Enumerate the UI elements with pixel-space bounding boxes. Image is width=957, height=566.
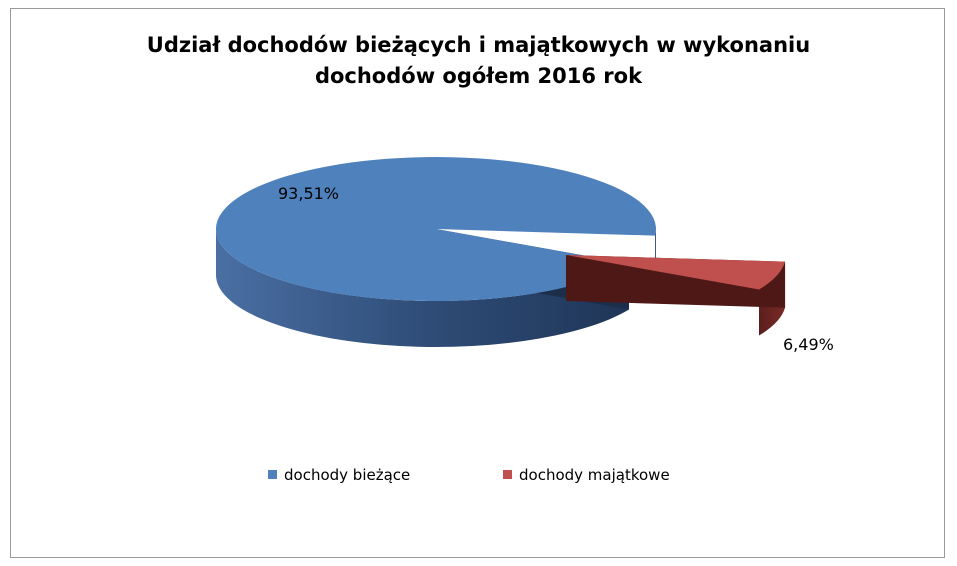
legend-label: dochody bieżące (284, 466, 410, 484)
chart-title-line-2: dochodów ogółem 2016 rok (314, 64, 643, 88)
legend-label: dochody majątkowe (519, 466, 670, 484)
legend-swatch (268, 470, 277, 479)
slice-top-face (566, 255, 786, 290)
data-label: 6,49% (783, 335, 834, 354)
slice-top-face (216, 156, 657, 301)
legend-item: dochody majątkowe (503, 466, 670, 484)
legend: dochody bieżące dochody majątkowe (268, 466, 670, 484)
pie-slice-dochody-majatkowe (566, 255, 786, 336)
legend-swatch (503, 470, 512, 479)
data-label: 93,51% (278, 184, 339, 203)
chart-title-line-1: Udział dochodów bieżących i majątkowych … (146, 33, 811, 57)
chart-title: Udział dochodów bieżących i majątkowych … (0, 30, 957, 92)
data-labels: 93,51% 6,49% (278, 184, 834, 354)
slice-side-wall (216, 229, 630, 347)
slices-layer (216, 156, 786, 347)
legend-item: dochody bieżące (268, 466, 410, 484)
